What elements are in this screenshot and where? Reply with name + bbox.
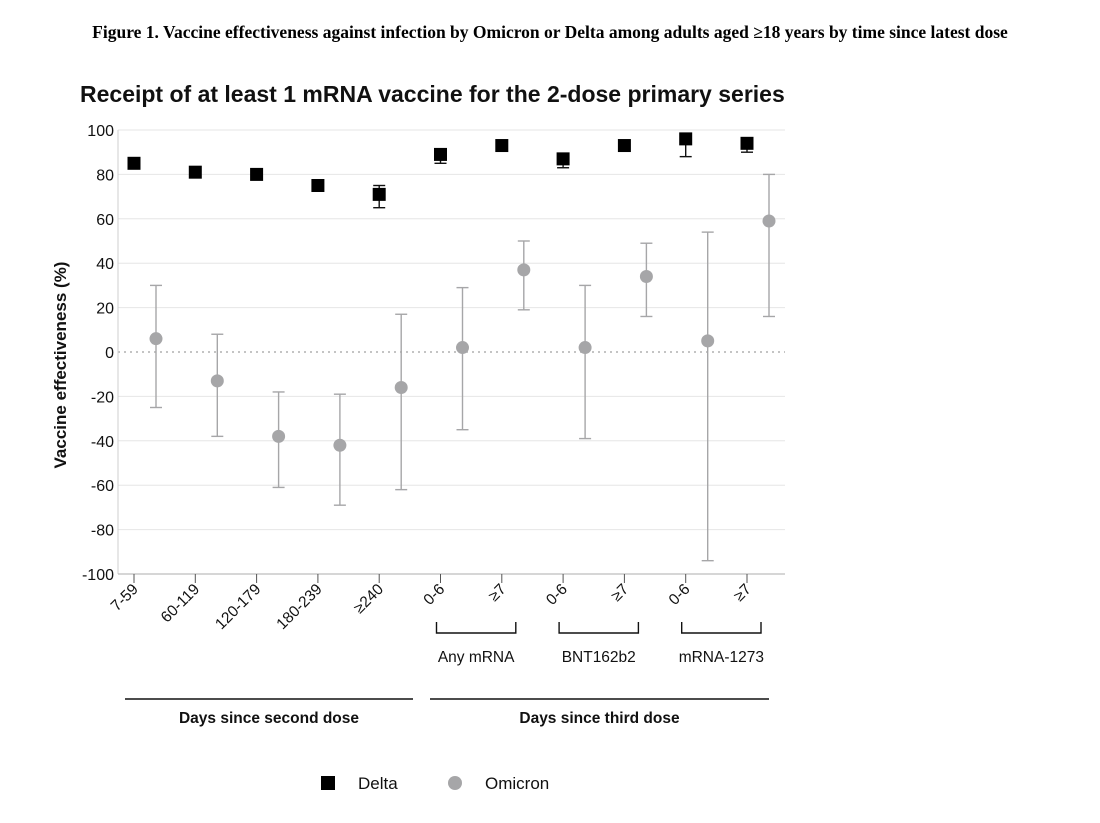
group-bracket xyxy=(435,622,517,634)
y-tick-label: -40 xyxy=(91,434,114,451)
y-tick-label: -100 xyxy=(82,567,114,584)
data-point-delta xyxy=(311,179,325,192)
data-series xyxy=(127,132,776,562)
data-point-delta xyxy=(372,187,386,201)
x-tick-label: 0-6 xyxy=(666,581,694,609)
axes: 100 80 60 40 20 0 -20 -40 -60 -80 -100 Vaccine effe… xyxy=(51,123,785,584)
y-axis-label: Vaccine effectiveness (%) xyxy=(51,262,70,469)
legend-label: Delta xyxy=(358,774,398,793)
x-tick-label: 7-59 xyxy=(108,581,142,615)
y-tick-label: -20 xyxy=(91,389,114,406)
x-tick-label: 180-239 xyxy=(273,581,325,633)
category-groups: Any mRNA BNT162b2 mRNA-1273 xyxy=(435,622,764,666)
y-tick-label: -60 xyxy=(91,478,114,495)
x-tick-label: 0-6 xyxy=(420,581,448,609)
y-tick-label: 80 xyxy=(96,167,114,184)
data-point-omicron xyxy=(517,263,531,277)
group-bracket xyxy=(558,622,640,634)
section-label: Days since second dose xyxy=(179,710,359,727)
group-bracket xyxy=(681,622,762,634)
series-delta xyxy=(127,132,754,209)
figure-caption: Figure 1. Vaccine effectiveness against … xyxy=(92,22,1008,42)
data-point-delta xyxy=(188,165,202,179)
y-tick-label: 0 xyxy=(105,345,114,362)
series-omicron xyxy=(149,173,776,562)
legend-square-icon xyxy=(321,776,335,790)
x-tick-label: 120-179 xyxy=(212,581,264,633)
x-tick-label: ≥7 xyxy=(731,581,755,605)
y-tick-label: -80 xyxy=(91,523,114,540)
group-label: BNT162b2 xyxy=(562,649,636,666)
x-tick-label: 0-6 xyxy=(543,581,571,609)
data-point-delta xyxy=(556,152,570,166)
chart-title: Receipt of at least 1 mRNA vaccine for t… xyxy=(80,81,785,107)
data-point-delta xyxy=(495,139,509,153)
data-point-delta xyxy=(434,147,447,161)
data-point-omicron xyxy=(210,374,224,388)
x-tick-label: ≥240 xyxy=(351,581,388,618)
legend-item-omicron: Omicron xyxy=(448,774,549,793)
data-point-omicron xyxy=(149,332,163,346)
y-tick-label: 20 xyxy=(96,301,114,318)
data-point-delta xyxy=(740,136,754,150)
y-tick-label: 40 xyxy=(96,256,114,273)
data-point-omicron xyxy=(272,429,286,443)
legend-item-delta: Delta xyxy=(321,774,398,793)
data-point-delta xyxy=(617,139,631,153)
group-label: mRNA-1273 xyxy=(679,649,764,666)
section-label: Days since third dose xyxy=(519,710,680,727)
legend: Delta Omicron xyxy=(321,774,549,793)
data-point-omicron xyxy=(456,341,469,355)
x-tick-label: 60-119 xyxy=(158,581,203,626)
gridlines xyxy=(118,129,785,575)
data-point-delta xyxy=(679,132,693,146)
data-point-omicron xyxy=(639,270,653,284)
data-point-omicron xyxy=(701,334,715,348)
data-point-omicron xyxy=(333,438,347,452)
legend-circle-icon xyxy=(448,776,462,790)
data-point-delta xyxy=(250,167,264,181)
x-tick-labels: 7-59 60-119 120-179 180-239 ≥240 0-6 ≥7 0-6 ≥7 0-… xyxy=(108,574,755,633)
data-point-delta xyxy=(127,156,141,170)
group-label: Any mRNA xyxy=(438,649,515,666)
data-point-omicron xyxy=(762,214,776,228)
data-point-omicron xyxy=(578,341,592,355)
x-tick-label: ≥7 xyxy=(608,581,632,605)
x-tick-label: ≥7 xyxy=(485,581,509,605)
data-point-omicron xyxy=(394,381,408,395)
legend-label: Omicron xyxy=(485,774,549,793)
y-tick-label: 60 xyxy=(96,212,114,229)
axis-sections: Days since second dose Days since third d… xyxy=(125,698,769,727)
y-tick-label: 100 xyxy=(87,123,114,140)
